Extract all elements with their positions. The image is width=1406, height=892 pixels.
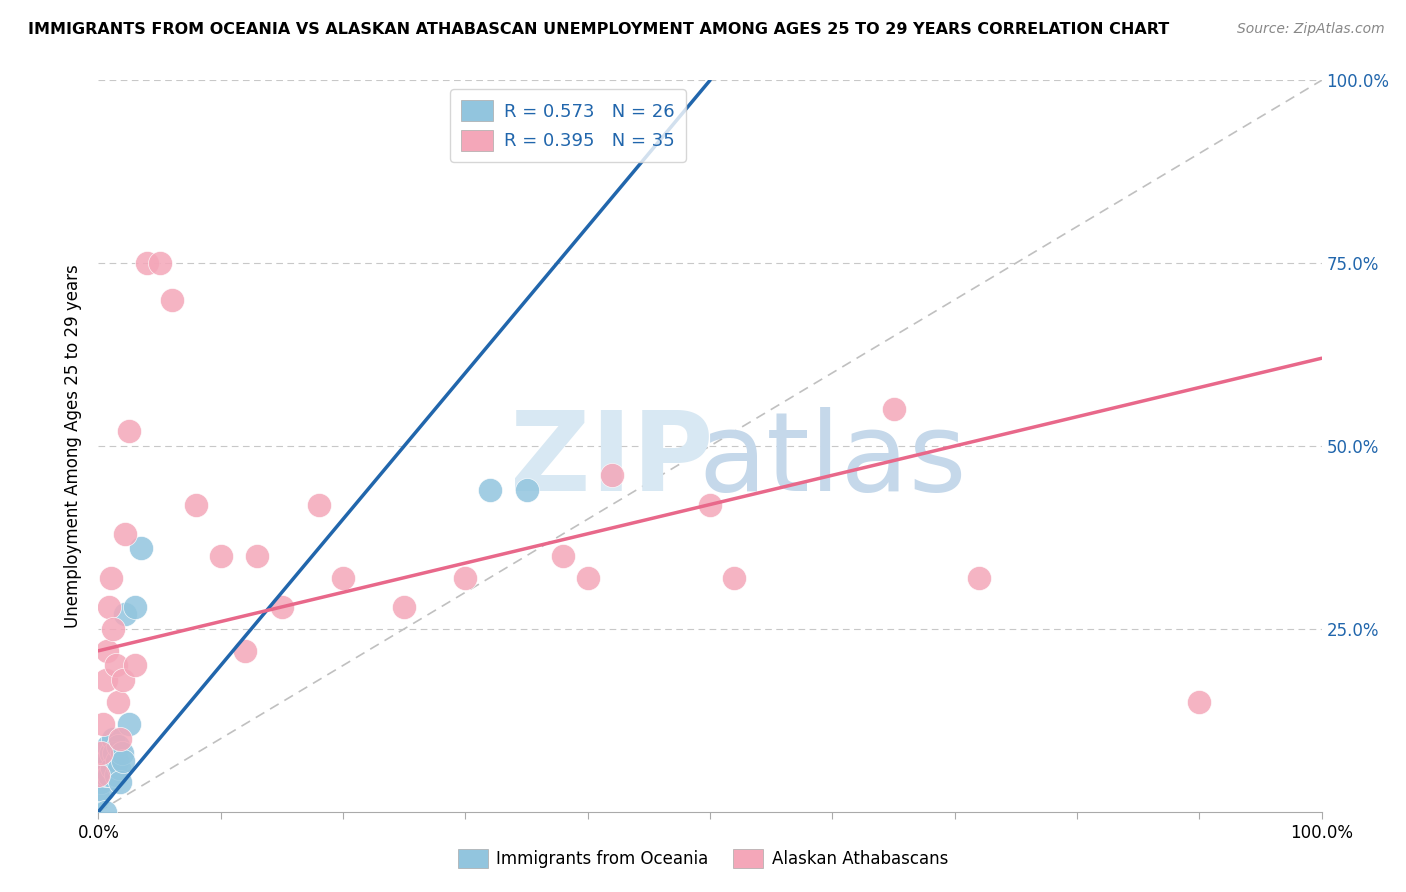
Point (96, 644, 118, 658)
Point (149, 256, 172, 270)
Point (91, 717, 114, 731)
Point (100, 746, 122, 760)
Point (93, 805, 115, 819)
Point (332, 571, 354, 585)
Point (883, 402, 905, 417)
Point (270, 599, 294, 614)
Point (967, 571, 990, 585)
Point (209, 549, 232, 563)
Point (118, 717, 141, 731)
Point (454, 571, 477, 585)
Point (100, 571, 122, 585)
Point (103, 746, 125, 760)
Point (110, 731, 132, 746)
Point (101, 761, 124, 775)
Point (478, 483, 501, 497)
Point (101, 731, 124, 746)
Point (114, 526, 136, 541)
Point (118, 425, 141, 439)
Point (91, 761, 114, 775)
Point (87, 768, 110, 782)
Point (233, 644, 256, 658)
Point (107, 739, 129, 753)
Point (186, 498, 208, 512)
Point (114, 607, 136, 622)
Point (699, 498, 721, 512)
Legend: R = 0.573   N = 26, R = 0.395   N = 35: R = 0.573 N = 26, R = 0.395 N = 35 (450, 89, 686, 161)
Point (515, 483, 537, 497)
Point (308, 498, 330, 512)
Point (107, 695, 129, 709)
Point (111, 746, 134, 760)
Point (246, 549, 269, 563)
Point (576, 571, 599, 585)
Point (104, 658, 127, 673)
Point (553, 549, 575, 563)
Point (90, 746, 112, 760)
Text: ZIP: ZIP (510, 407, 714, 514)
Point (111, 754, 134, 768)
Point (98, 768, 121, 782)
Point (392, 599, 416, 614)
Point (124, 658, 146, 673)
Y-axis label: Unemployment Among Ages 25 to 29 years: Unemployment Among Ages 25 to 29 years (65, 264, 83, 628)
Point (97, 739, 120, 753)
Point (87, 790, 110, 805)
Point (101, 622, 124, 636)
Text: IMMIGRANTS FROM OCEANIA VS ALASKAN ATHABASCAN UNEMPLOYMENT AMONG AGES 25 TO 29 Y: IMMIGRANTS FROM OCEANIA VS ALASKAN ATHAB… (28, 22, 1170, 37)
Point (91, 782, 114, 797)
Legend: Immigrants from Oceania, Alaskan Athabascans: Immigrants from Oceania, Alaskan Athabas… (451, 842, 955, 875)
Text: Source: ZipAtlas.com: Source: ZipAtlas.com (1237, 22, 1385, 37)
Point (94, 768, 117, 782)
Point (600, 468, 623, 483)
Point (98, 599, 121, 614)
Point (136, 256, 159, 270)
Point (105, 754, 128, 768)
Point (104, 768, 127, 782)
Point (111, 673, 134, 687)
Point (1188, 695, 1211, 709)
Point (160, 293, 183, 307)
Point (124, 599, 146, 614)
Point (129, 541, 152, 556)
Text: atlas: atlas (699, 407, 966, 514)
Point (108, 761, 131, 775)
Point (90, 775, 112, 789)
Point (96, 754, 118, 768)
Point (110, 775, 132, 789)
Point (723, 571, 745, 585)
Point (94, 673, 117, 687)
